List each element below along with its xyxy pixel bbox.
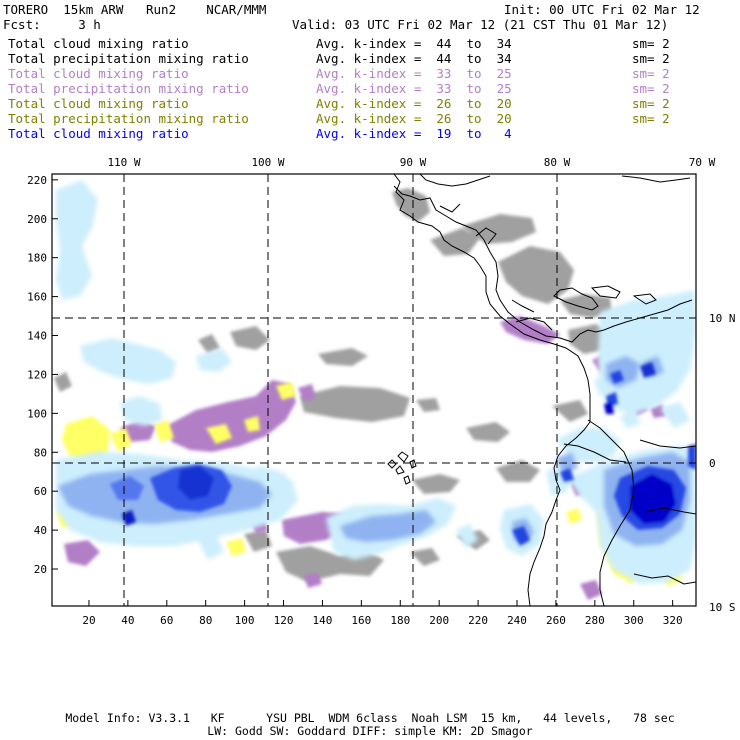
x-tick-label: 60 bbox=[160, 614, 173, 627]
legend-kindex: Avg. k-index = 33 to 25 bbox=[316, 81, 512, 96]
x-tick-label: 240 bbox=[507, 614, 527, 627]
legend-kindex: Avg. k-index = 26 to 20 bbox=[316, 111, 512, 126]
lat-lon-grid bbox=[52, 174, 696, 606]
lon-label: 70 W bbox=[689, 156, 716, 169]
legend-kindex: Avg. k-index = 44 to 34 bbox=[316, 51, 512, 66]
legend-field: Total cloud mixing ratio bbox=[8, 96, 189, 111]
y-tick-label: 140 bbox=[27, 330, 47, 343]
x-tick-label: 160 bbox=[351, 614, 371, 627]
lon-labels: 110 W 100 W 90 W 80 W 70 W bbox=[107, 156, 715, 169]
x-tick-label: 20 bbox=[82, 614, 95, 627]
y-tick-label: 100 bbox=[27, 407, 47, 420]
lat-label: 0 bbox=[709, 457, 716, 470]
legend-sm: sm= 2 bbox=[632, 96, 670, 111]
y-tick-label: 80 bbox=[34, 446, 47, 459]
legend-sm: sm= 2 bbox=[632, 51, 670, 66]
legend-kindex: Avg. k-index = 33 to 25 bbox=[316, 66, 512, 81]
coastline bbox=[387, 174, 696, 606]
legend-kindex: Avg. k-index = 19 to 4 bbox=[316, 126, 512, 141]
lon-label: 110 W bbox=[107, 156, 140, 169]
x-tick-label: 200 bbox=[429, 614, 449, 627]
x-grid-ticks: 20 40 60 80 100 120 140 160 180 200 220 240 260 280 30… bbox=[82, 600, 683, 627]
y-tick-label: 180 bbox=[27, 252, 47, 265]
x-tick-label: 40 bbox=[121, 614, 134, 627]
y-tick-label: 220 bbox=[27, 174, 47, 187]
x-tick-label: 320 bbox=[663, 614, 683, 627]
field-layers bbox=[54, 174, 696, 606]
x-tick-label: 220 bbox=[468, 614, 488, 627]
legend-field: Total precipitation mixing ratio bbox=[8, 81, 249, 96]
lon-label: 80 W bbox=[544, 156, 571, 169]
x-tick-label: 140 bbox=[313, 614, 333, 627]
x-tick-label: 300 bbox=[624, 614, 644, 627]
lat-label: 10 S bbox=[709, 601, 736, 614]
lat-labels: 10 N 0 10 S bbox=[709, 312, 736, 614]
legend-field: Total precipitation mixing ratio bbox=[8, 111, 249, 126]
model-info-line-2: LW: Godd SW: Goddard DIFF: simple KM: 2D… bbox=[207, 724, 533, 738]
legend-sm: sm= 2 bbox=[632, 66, 670, 81]
y-tick-label: 200 bbox=[27, 213, 47, 226]
legend-kindex: Avg. k-index = 26 to 20 bbox=[316, 96, 512, 111]
init-time: Init: 00 UTC Fri 02 Mar 12 bbox=[504, 2, 700, 17]
y-grid-ticks: 220 200 180 160 140 120 100 80 60 40 20 bbox=[27, 174, 58, 576]
legend-field: Total precipitation mixing ratio bbox=[8, 51, 249, 66]
y-tick-label: 20 bbox=[34, 563, 47, 576]
y-tick-label: 160 bbox=[27, 291, 47, 304]
y-tick-label: 120 bbox=[27, 368, 47, 381]
gray-cloud-areas bbox=[54, 188, 656, 582]
lat-label: 10 N bbox=[709, 312, 736, 325]
legend-field: Total cloud mixing ratio bbox=[8, 66, 189, 81]
blue-cloud-areas bbox=[110, 362, 696, 546]
legend-kindex: Avg. k-index = 44 to 34 bbox=[316, 36, 512, 51]
x-tick-label: 100 bbox=[235, 614, 255, 627]
x-tick-label: 120 bbox=[274, 614, 294, 627]
legend-sm: sm= 2 bbox=[632, 81, 670, 96]
lon-label: 90 W bbox=[400, 156, 427, 169]
legend-field: Total cloud mixing ratio bbox=[8, 126, 189, 141]
y-tick-label: 60 bbox=[34, 485, 47, 498]
valid-time: Valid: 03 UTC Fri 02 Mar 12 (21 CST Thu … bbox=[292, 17, 669, 32]
forecast-hour: Fcst: 3 h bbox=[3, 17, 101, 32]
legend-sm: sm= 2 bbox=[632, 111, 670, 126]
x-tick-label: 180 bbox=[390, 614, 410, 627]
model-info-line-1: Model Info: V3.3.1 KF YSU PBL WDM 6class… bbox=[65, 711, 675, 725]
plot-frame bbox=[51, 173, 697, 607]
x-tick-label: 280 bbox=[585, 614, 605, 627]
x-tick-label: 80 bbox=[199, 614, 212, 627]
y-tick-label: 40 bbox=[34, 524, 47, 537]
x-tick-label: 260 bbox=[546, 614, 566, 627]
legend-sm: sm= 2 bbox=[632, 36, 670, 51]
model-title: TORERO 15km ARW Run2 NCAR/MMM bbox=[3, 2, 267, 17]
lon-label: 100 W bbox=[251, 156, 284, 169]
legend-field: Total cloud mixing ratio bbox=[8, 36, 189, 51]
map-panel: 110 W 100 W 90 W 80 W 70 W 10 N 0 10 S 2… bbox=[27, 156, 736, 627]
